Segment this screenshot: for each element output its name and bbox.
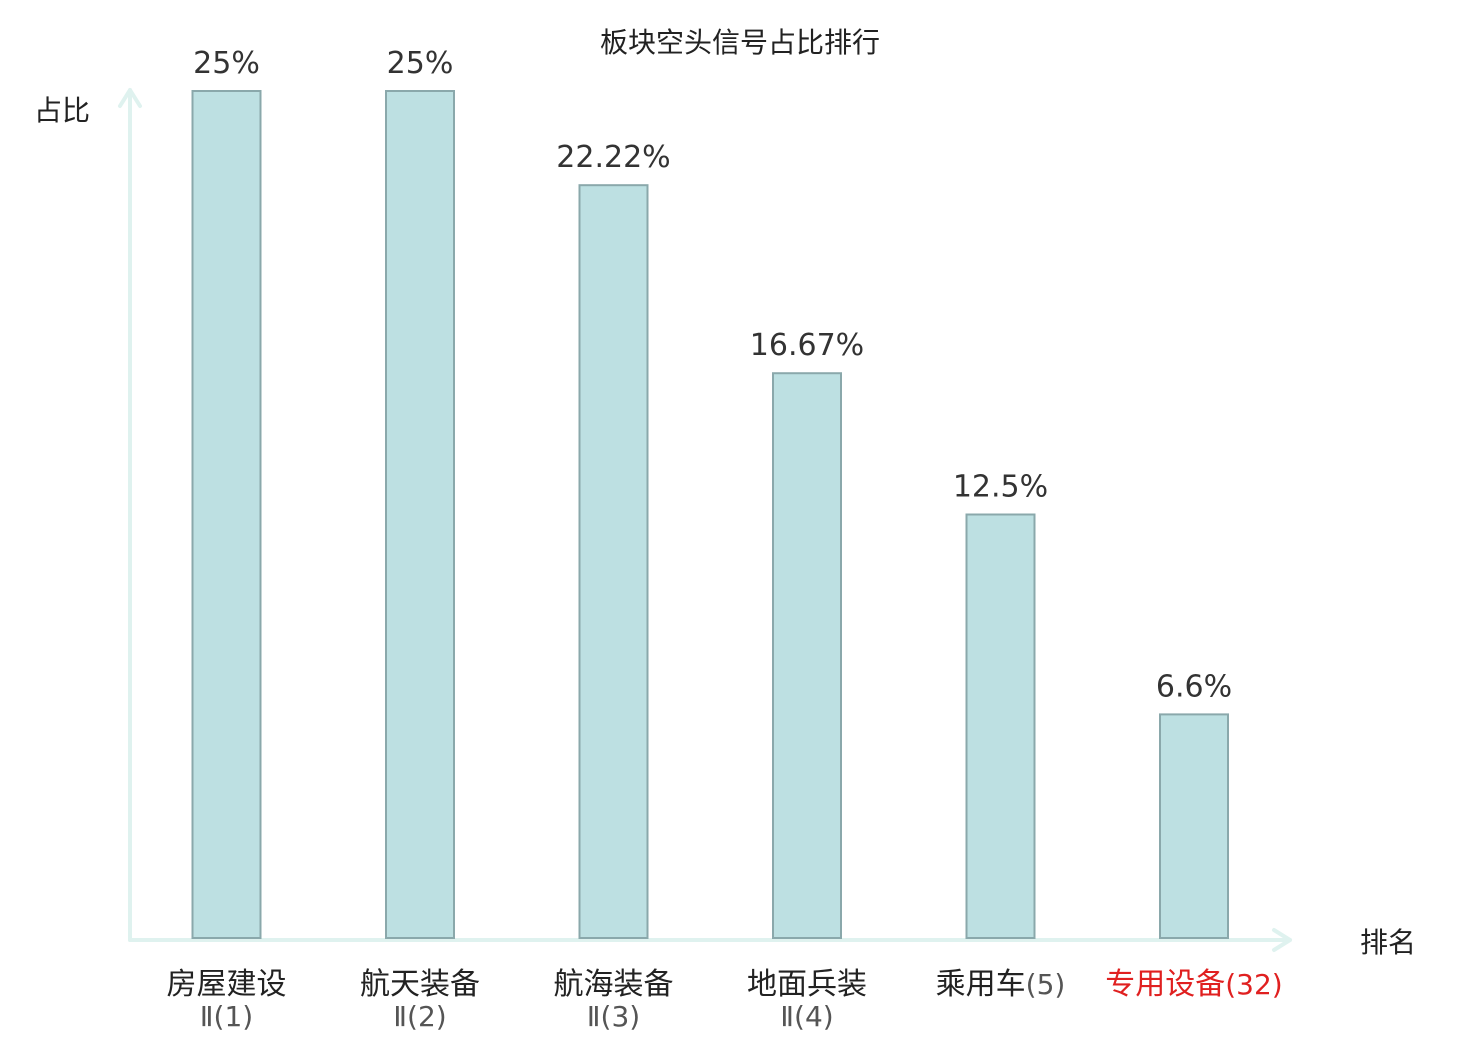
category-name-6: 专用设备 xyxy=(1105,967,1225,1002)
value-label-5: 12.5% xyxy=(953,470,1048,505)
bar-2 xyxy=(385,90,455,939)
bar-5 xyxy=(965,513,1036,939)
y-axis-label: 占比 xyxy=(34,94,90,127)
x-axis-label: 排名 xyxy=(1360,926,1416,959)
axes xyxy=(118,88,1292,952)
value-label-1: 25% xyxy=(193,46,260,81)
bar-4 xyxy=(772,372,842,939)
y-axis-arrow-icon xyxy=(118,88,142,108)
category-rank-3: Ⅱ(3) xyxy=(587,1000,640,1033)
chart-title: 板块空头信号占比排行 xyxy=(600,26,880,59)
value-label-6: 6.6% xyxy=(1156,669,1232,704)
category-rank-6: (32) xyxy=(1225,968,1282,1001)
value-label-3: 22.22% xyxy=(556,140,670,175)
value-label-2: 25% xyxy=(387,46,454,81)
category-name-5: 乘用车 xyxy=(936,967,1026,1002)
category-rank-2: Ⅱ(2) xyxy=(393,1000,446,1033)
bar-6 xyxy=(1159,713,1229,940)
bars-group xyxy=(191,90,1229,940)
category-rank-4: Ⅱ(4) xyxy=(780,1000,833,1033)
value-labels-group: 25% 25% 22.22% 16.67% 12.5% 6.6% xyxy=(193,46,1232,704)
value-label-4: 16.67% xyxy=(750,328,864,363)
category-name-4: 地面兵装 xyxy=(747,967,867,1002)
category-label-5: 乘用车(5) xyxy=(936,967,1066,1002)
x-axis-arrow-icon xyxy=(1272,928,1292,952)
category-name-3: 航海装备 xyxy=(554,967,674,1002)
category-rank-1: Ⅱ(1) xyxy=(200,1000,253,1033)
category-rank-5: (5) xyxy=(1026,968,1066,1001)
bar-3 xyxy=(578,184,649,939)
category-label-6: 专用设备(32) xyxy=(1105,967,1282,1002)
category-name-1: 房屋建设 xyxy=(167,967,287,1002)
category-name-2: 航天装备 xyxy=(360,967,480,1002)
bar-1 xyxy=(191,90,262,939)
